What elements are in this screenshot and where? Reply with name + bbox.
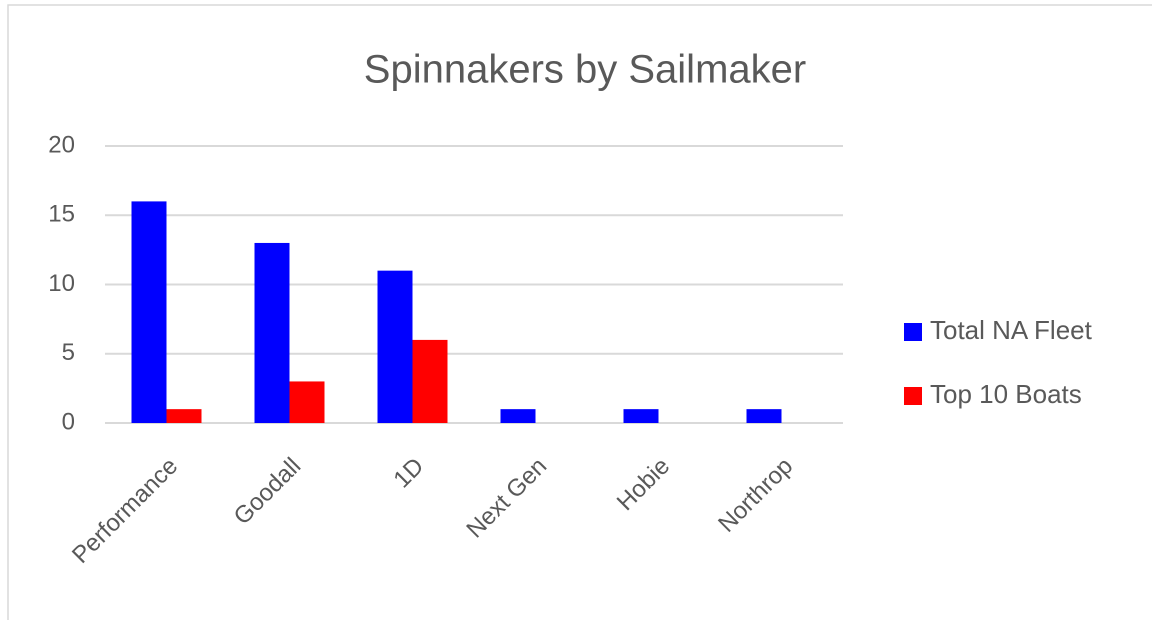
bar — [746, 409, 782, 423]
x-tick-label: Northrop — [713, 453, 798, 538]
bar — [166, 409, 202, 423]
y-tick-label: 10 — [48, 270, 75, 297]
y-tick-label: 15 — [48, 201, 75, 228]
x-tick-label: Hobie — [612, 453, 675, 516]
legend-swatch — [904, 323, 922, 341]
bar — [289, 381, 325, 423]
bar — [412, 339, 448, 423]
bar — [500, 409, 536, 423]
bar — [254, 242, 290, 423]
x-tick-label: Performance — [67, 453, 183, 569]
x-tick-label: Next Gen — [461, 453, 552, 544]
legend-label: Top 10 Boats — [930, 379, 1082, 409]
x-tick-label: Goodall — [229, 453, 307, 531]
y-tick-label: 0 — [62, 408, 75, 435]
y-tick-label: 20 — [48, 131, 75, 158]
chart-border — [7, 4, 1152, 620]
legend-swatch — [904, 387, 922, 405]
bar — [131, 201, 167, 423]
legend-label: Total NA Fleet — [930, 315, 1093, 345]
bar — [623, 409, 659, 423]
y-tick-label: 5 — [62, 339, 75, 366]
bar — [377, 270, 413, 423]
x-tick-label: 1D — [388, 453, 429, 494]
chart-title: Spinnakers by Sailmaker — [364, 48, 806, 92]
